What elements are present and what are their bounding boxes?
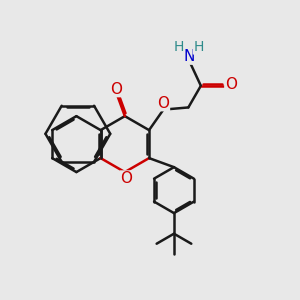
Text: O: O <box>120 171 132 186</box>
Text: H: H <box>193 40 204 54</box>
Text: O: O <box>225 77 237 92</box>
Text: H: H <box>174 40 184 54</box>
Text: O: O <box>158 96 169 111</box>
Text: O: O <box>110 82 122 97</box>
Text: N: N <box>183 49 194 64</box>
